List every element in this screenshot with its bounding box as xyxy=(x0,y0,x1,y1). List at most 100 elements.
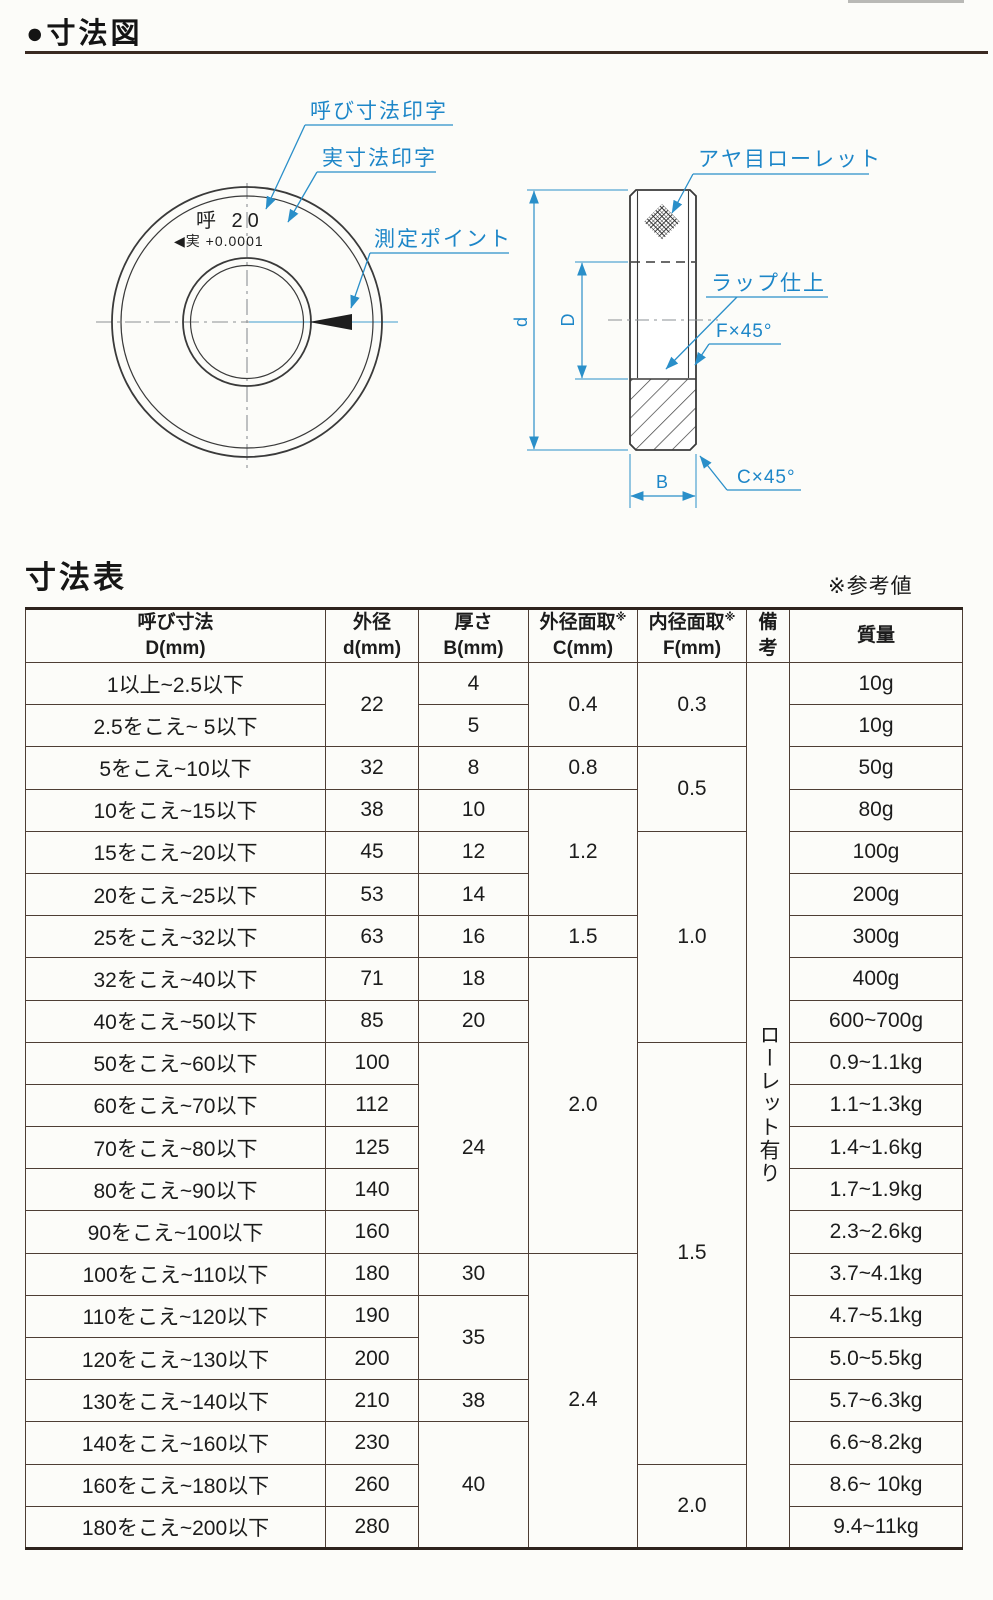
cell-d: 200 xyxy=(325,1336,419,1381)
cell-B: 16 xyxy=(418,915,529,959)
table-row: 20をこえ~25以下 53 14 200g xyxy=(25,872,963,917)
cell-mass: 9.4~11kg xyxy=(789,1505,963,1549)
cell-mass: 600~700g xyxy=(789,999,963,1043)
cell-mass: 1.1~1.3kg xyxy=(789,1083,963,1128)
cell-mass: 10g xyxy=(789,704,963,748)
cell-d: 63 xyxy=(325,915,419,959)
cell-nominal: 180をこえ~200以下 xyxy=(25,1505,326,1549)
cell-nominal: 2.5をこえ~ 5以下 xyxy=(25,704,326,748)
column-header-C: 外径面取※ C(mm) xyxy=(528,607,638,663)
column-header-nominal: 呼び寸法 D(mm) xyxy=(25,607,326,663)
cell-d: 280 xyxy=(325,1505,419,1549)
cell-mass: 1.7~1.9kg xyxy=(789,1168,963,1212)
outer-chamfer-circle xyxy=(120,195,374,449)
cell-nominal: 120をこえ~130以下 xyxy=(25,1336,326,1381)
cell-mass: 3.7~4.1kg xyxy=(789,1252,963,1296)
table-row: 15をこえ~20以下 45 12 1.0 100g xyxy=(25,830,963,1043)
callout-knurl-leader xyxy=(671,173,694,214)
cell-B: 24 xyxy=(418,1041,529,1254)
table-row: 140をこえ~160以下 230 40 6.6~8.2kg xyxy=(25,1421,963,1549)
callout-nominal-print: 呼び寸法印字 xyxy=(310,100,448,123)
cell-d: 71 xyxy=(325,957,419,1001)
cell-nominal: 32をこえ~40以下 xyxy=(25,957,326,1001)
table-row: 40をこえ~50以下 85 20 600~700g xyxy=(25,999,963,1043)
cell-nominal: 1以上~2.5以下 xyxy=(25,661,326,706)
table-row: 25をこえ~32以下 63 16 1.5 300g xyxy=(25,915,963,959)
dimension-lines: d D B xyxy=(511,189,697,508)
section-divider-line xyxy=(25,51,988,54)
callout-actual-print-leader xyxy=(287,171,318,223)
cell-d: 230 xyxy=(325,1421,419,1465)
cell-mass: 1.4~1.6kg xyxy=(789,1126,963,1170)
table-section-title: 寸法表 xyxy=(25,560,127,595)
dimension-drawing: 呼 20 ◀実 +0.0001 d D B 呼び寸法印字 xyxy=(96,100,882,508)
cell-C: 0.8 xyxy=(528,746,638,790)
cell-C: 0.4 xyxy=(528,661,638,748)
callout-lap-finish-leader xyxy=(665,296,738,370)
cell-mass: 100g xyxy=(789,830,963,874)
table-row: 1以上~2.5以下 22 4 0.4 0.3 ローレット有り 10g xyxy=(25,661,963,1549)
front-view: 呼 20 ◀実 +0.0001 xyxy=(96,183,398,472)
callout-nominal-print-leader xyxy=(265,124,306,210)
cell-mass: 80g xyxy=(789,788,963,832)
cell-B: 14 xyxy=(418,872,529,917)
table-row: 160をこえ~180以下 260 2.0 8.6~ 10kg xyxy=(25,1463,963,1549)
cell-d: 22 xyxy=(325,661,419,748)
cell-d: 100 xyxy=(325,1041,419,1085)
dim-d-label: d xyxy=(511,317,531,327)
cell-C: 2.0 xyxy=(528,957,638,1254)
cell-mass: 0.9~1.1kg xyxy=(789,1041,963,1085)
column-header-remarks: 備考 xyxy=(746,607,790,663)
callout-knurl: アヤ目ローレット xyxy=(698,148,882,171)
cell-d: 32 xyxy=(325,746,419,790)
cell-d: 45 xyxy=(325,830,419,874)
ring-nominal-marking: 呼 20 xyxy=(196,209,264,232)
table-row: 110をこえ~120以下 190 35 4.7~5.1kg xyxy=(25,1294,963,1381)
cell-mass: 8.6~ 10kg xyxy=(789,1463,963,1507)
cell-B: 20 xyxy=(418,999,529,1043)
cell-F: 1.5 xyxy=(637,1041,747,1465)
cell-B: 35 xyxy=(418,1294,529,1381)
table-row: 130をこえ~140以下 210 38 5.7~6.3kg xyxy=(25,1379,963,1423)
cell-d: 53 xyxy=(325,872,419,917)
cell-nominal: 15をこえ~20以下 xyxy=(25,830,326,874)
bore-chamfer-circle xyxy=(189,264,305,380)
cell-B: 8 xyxy=(418,746,529,790)
cell-C: 2.4 xyxy=(528,1252,638,1549)
callout-measure-point: 測定ポイント xyxy=(374,228,512,251)
ring-actual-marking: ◀実 +0.0001 xyxy=(174,233,264,249)
cell-B: 10 xyxy=(418,788,529,832)
cell-nominal: 5をこえ~10以下 xyxy=(25,746,326,790)
knurl-patch xyxy=(644,204,680,240)
table-row: 90をこえ~100以下 160 2.3~2.6kg xyxy=(25,1210,963,1254)
cell-mass: 50g xyxy=(789,746,963,790)
cell-d: 112 xyxy=(325,1083,419,1128)
cell-mass: 400g xyxy=(789,957,963,1001)
cell-mass: 200g xyxy=(789,872,963,917)
table-row: 10をこえ~15以下 38 10 1.2 80g xyxy=(25,788,963,917)
side-view xyxy=(608,189,718,451)
cell-B: 30 xyxy=(418,1252,529,1296)
cell-B: 12 xyxy=(418,830,529,874)
section-hatch-area xyxy=(630,379,696,450)
column-header-d: 外径 d(mm) xyxy=(325,607,419,663)
cell-C: 1.5 xyxy=(528,915,638,959)
table-row: 70をこえ~80以下 125 1.4~1.6kg xyxy=(25,1126,963,1170)
cell-d: 125 xyxy=(325,1126,419,1170)
cell-C: 1.2 xyxy=(528,788,638,917)
cell-nominal: 10をこえ~15以下 xyxy=(25,788,326,832)
cell-d: 190 xyxy=(325,1294,419,1339)
cell-nominal: 160をこえ~180以下 xyxy=(25,1463,326,1507)
cell-d: 140 xyxy=(325,1168,419,1212)
cell-d: 160 xyxy=(325,1210,419,1254)
cell-mass: 6.6~8.2kg xyxy=(789,1421,963,1465)
cell-mass: 5.7~6.3kg xyxy=(789,1379,963,1423)
cell-B: 5 xyxy=(418,704,529,748)
table-row: 100をこえ~110以下 180 30 2.4 3.7~4.1kg xyxy=(25,1252,963,1549)
diagram-section-title: ●寸法図 xyxy=(26,18,143,50)
column-header-B: 厚さ B(mm) xyxy=(418,607,529,663)
cell-nominal: 20をこえ~25以下 xyxy=(25,872,326,917)
callout-bore-chamfer-leader xyxy=(694,343,710,366)
column-header-F: 内径面取※ F(mm) xyxy=(637,607,747,663)
